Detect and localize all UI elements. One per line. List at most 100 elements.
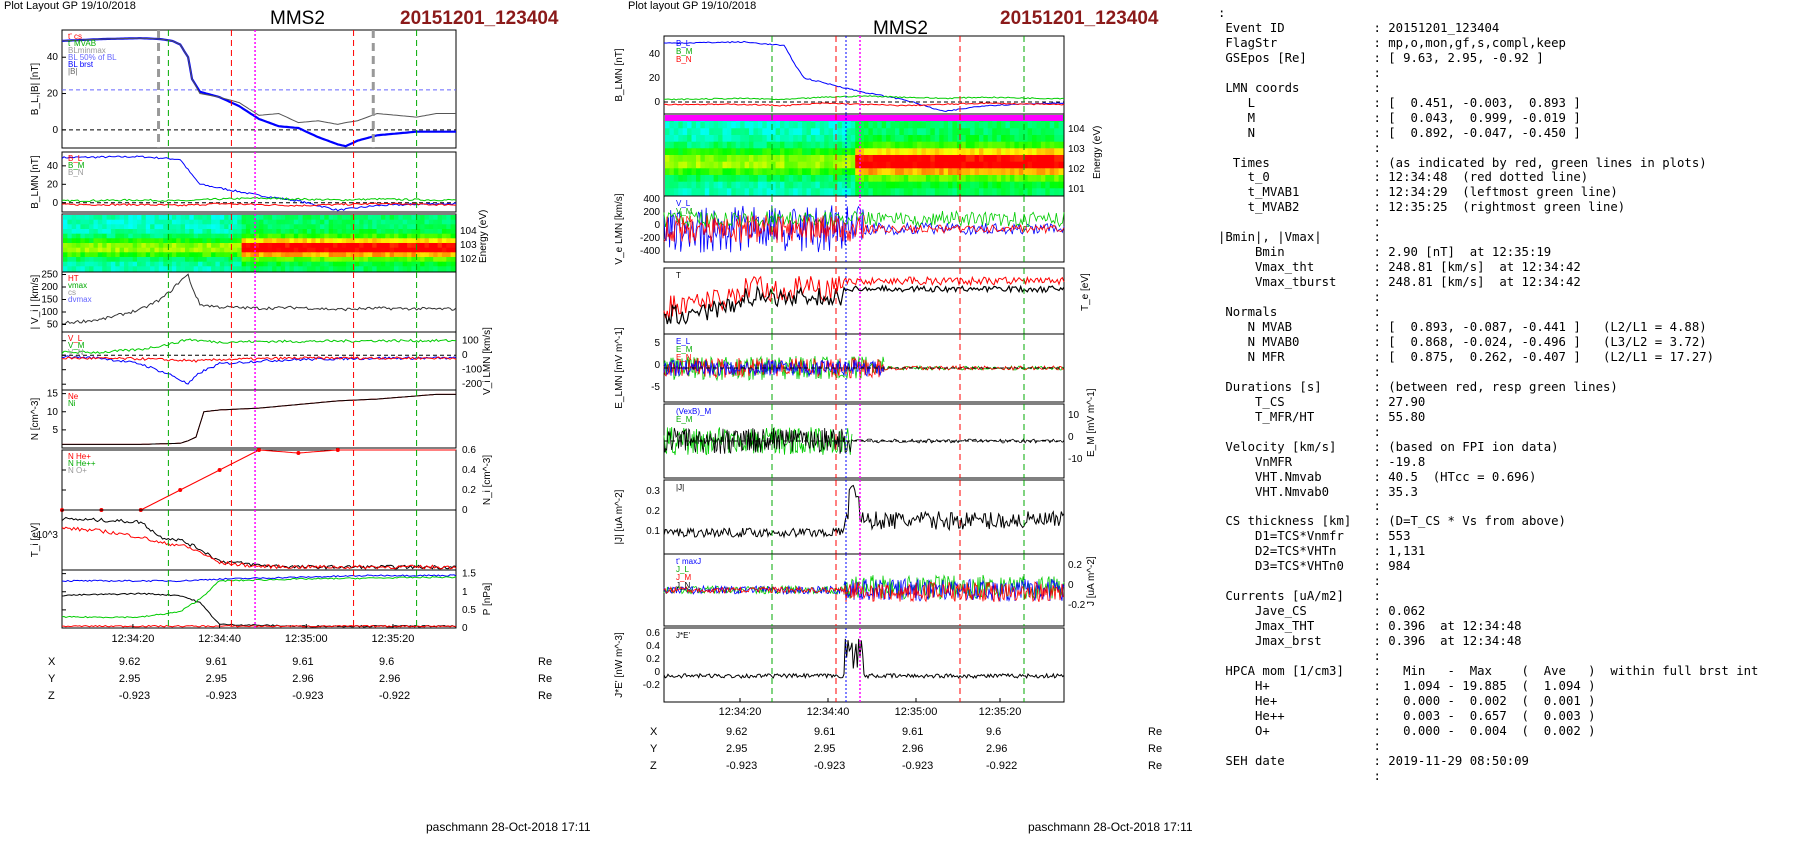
info-line: HPCA mom [1/cm3] : Min - Max ( Ave ) wit… [1225, 663, 1759, 678]
spectrogram-cell [437, 261, 443, 267]
spectrogram-cell [709, 188, 715, 196]
y-tick-label: 100 [41, 307, 58, 318]
spectrogram-cell [757, 168, 763, 176]
spectrogram-cell [1040, 121, 1046, 129]
spectrogram-cell [302, 257, 308, 263]
spectrogram-cell [1045, 181, 1051, 189]
spectrogram-cell [956, 148, 962, 156]
spectrogram-cell [376, 257, 382, 263]
info-line: : [1373, 364, 1381, 379]
legend-entry: J*E' [676, 631, 690, 640]
spectrogram-cell [921, 161, 927, 169]
spectrogram-cell [67, 266, 73, 272]
info-line: : [1373, 140, 1381, 155]
spectrogram-cell [1027, 181, 1033, 189]
spectrogram-cell [731, 161, 737, 169]
info-line: H+ : 1.094 - 19.885 ( 1.094 ) [1255, 678, 1596, 693]
spectrogram-cell [784, 181, 790, 189]
spectrogram-cell [219, 266, 225, 272]
spectrogram-cell [215, 266, 221, 272]
spectrogram-cell [766, 135, 772, 143]
spectrogram-cell [669, 135, 675, 143]
spectrogram-cell [254, 233, 260, 239]
spectrogram-cell [302, 229, 308, 235]
spectrogram-cell [996, 128, 1002, 136]
spectrogram-cell [428, 257, 434, 263]
spectrogram-cell [682, 155, 688, 163]
spectrogram-cell [84, 224, 90, 230]
spectrogram-cell [302, 247, 308, 253]
spectrogram-cell [267, 247, 273, 253]
spectrogram-cell [979, 155, 984, 163]
spectrogram-cell [881, 188, 887, 196]
spectrogram-cell [943, 148, 949, 156]
spectrogram-cell [934, 168, 940, 176]
spectrogram-cell [80, 219, 86, 225]
spectrogram-cell [987, 135, 993, 143]
spectrogram-cell [1049, 141, 1055, 149]
spectrogram-cell [124, 257, 129, 263]
spectrogram-cell [441, 257, 447, 263]
spectrogram-cell [289, 257, 295, 263]
spectrogram-cell [948, 175, 953, 183]
spectrogram-cell [71, 266, 77, 272]
spectrogram-cell [718, 168, 724, 176]
spectrogram-cell [921, 188, 927, 196]
spectrogram-cell [385, 224, 391, 230]
spectrogram-cell [1054, 141, 1060, 149]
spectrogram-cell [433, 257, 439, 263]
spectrogram-cell [691, 188, 697, 196]
spectrogram-cell [346, 252, 352, 258]
spectrogram-cell [450, 219, 456, 225]
spectrogram-cell [802, 148, 808, 156]
spectrogram-cell [293, 238, 299, 244]
spectrogram-cell [726, 121, 732, 129]
spectrogram-cell [402, 233, 408, 239]
spectrogram-cell [428, 238, 434, 244]
spectrogram-cell [328, 229, 334, 235]
spectrogram-cell [850, 141, 856, 149]
spectrogram-cell [215, 243, 221, 249]
spectrogram-cell [359, 243, 365, 249]
spectrogram-cell [868, 155, 874, 163]
spectrogram-cell [193, 215, 199, 221]
spectrogram-cell [1005, 135, 1011, 143]
spectrogram-cell [219, 243, 225, 249]
spectrogram-cell [446, 261, 452, 267]
spectrogram-cell [237, 252, 243, 258]
spectrogram-cell [979, 121, 984, 129]
spectrogram-cell [956, 175, 962, 183]
spectrogram-cell [63, 229, 68, 235]
spectrogram-cell [80, 229, 86, 235]
spectrogram-cell [89, 243, 95, 249]
legend-entry: t' maxJ [676, 557, 701, 566]
info-line: VHT.Nmvab0 : 35.3 [1255, 484, 1418, 499]
spectrogram-cell [163, 238, 169, 244]
spectrogram-cell [1005, 168, 1011, 176]
spectrogram-cell [250, 266, 256, 272]
spectrogram-cell [704, 168, 710, 176]
spectrogram-cell [961, 141, 967, 149]
spectrogram-cell [84, 261, 90, 267]
spectrogram-cell [691, 121, 697, 129]
spectrogram-cell [128, 247, 134, 253]
spectrogram-cell [841, 188, 847, 196]
spectrogram-cell [700, 188, 706, 196]
spectrogram-cell [859, 135, 865, 143]
spectrogram-cell [895, 175, 900, 183]
spectrogram-cell [793, 121, 799, 129]
info-line: : [1373, 574, 1381, 589]
y-tick-label: 0 [52, 125, 58, 136]
spectrogram-cell [908, 135, 914, 143]
spectrogram-cell [267, 261, 273, 267]
spectrogram-cell [996, 188, 1002, 196]
spectrogram-cell [80, 261, 86, 267]
spectrogram-cell [713, 188, 719, 196]
spectrogram-cell [428, 219, 434, 225]
spectrogram-cell [775, 181, 781, 189]
spectrogram-cell [224, 257, 230, 263]
spectrogram-cell [84, 243, 90, 249]
spectrogram-cell [859, 168, 865, 176]
spectrogram-cell [350, 247, 356, 253]
